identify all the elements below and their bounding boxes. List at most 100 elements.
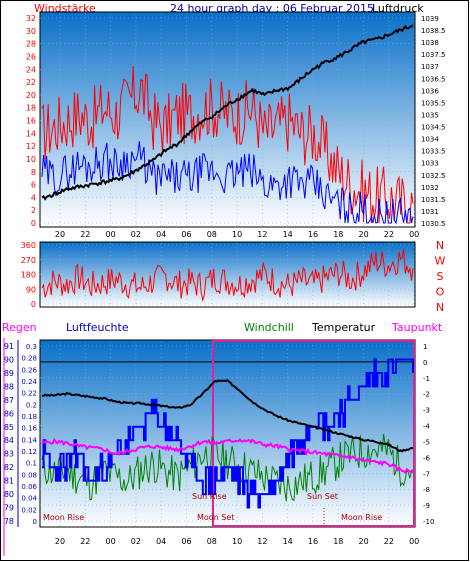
wind-avg-line — [41, 141, 414, 225]
rain-tick-label: 0.24 — [21, 378, 37, 386]
humidity-tick-label: 87 — [4, 396, 14, 405]
time-tick-label: 10 — [232, 230, 242, 239]
rain-tick-label: 0.26 — [21, 366, 37, 374]
humidity-tick-label: 79 — [4, 504, 14, 513]
temperature-tick-label: -5 — [423, 438, 430, 446]
pressure-tick-label: 1038.5 — [421, 27, 446, 35]
wind-tick-label: 28 — [26, 40, 36, 49]
pressure-tick-label: 1036.5 — [421, 75, 446, 83]
pressure-tick-label: 1031.5 — [421, 196, 446, 204]
time-tick-label: 04 — [156, 537, 166, 546]
humidity-tick-label: 82 — [4, 463, 14, 472]
time-tick-label: 02 — [131, 537, 141, 546]
pressure-tick-label: 1038 — [421, 39, 439, 47]
direction-tick-label: 180 — [21, 271, 36, 280]
pressure-tick-label: 1034 — [421, 136, 439, 144]
time-tick-label: 14 — [283, 537, 293, 546]
temperature-tick-label: 0 — [423, 359, 427, 367]
rain-tick-label: 0.16 — [21, 425, 37, 433]
rain-tick-label: 0.22 — [21, 390, 37, 398]
humidity-tick-label: 80 — [4, 490, 14, 499]
pressure-tick-label: 1037.5 — [421, 51, 446, 59]
direction-tick-label: 0 — [31, 300, 36, 309]
wind-tick-label: 18 — [26, 104, 36, 113]
humidity-tick-label: 88 — [4, 382, 14, 391]
temperature-tick-label: -8 — [423, 486, 430, 494]
time-tick-label: 16 — [308, 230, 318, 239]
daylight-box — [212, 340, 415, 527]
wind-tick-label: 26 — [26, 52, 36, 61]
annotation-moon-rise-2: Moon Rise — [341, 513, 382, 522]
windchill-line — [41, 433, 413, 502]
temperature-tick-label: -1 — [423, 375, 430, 383]
humidity-tick-label: 89 — [4, 369, 14, 378]
time-tick-label: 18 — [333, 230, 343, 239]
pressure-tick-label: 1034.5 — [421, 124, 446, 132]
rain-tick-label: 0.06 — [21, 483, 37, 491]
pressure-tick-label: 1031 — [421, 208, 439, 216]
time-tick-label: 16 — [308, 537, 318, 546]
annotation-sun-set: Sun Set — [307, 492, 338, 501]
time-tick-label: 22 — [80, 230, 90, 239]
dewpoint-line — [41, 437, 414, 474]
rain-tick-label: 0.18 — [21, 413, 37, 421]
wind-tick-label: 30 — [26, 27, 36, 36]
wind-tick-label: 6 — [31, 181, 36, 190]
annotation-moon-rise-1: Moon Rise — [43, 513, 84, 522]
time-tick-label: 20 — [359, 230, 369, 239]
time-tick-label: 00 — [409, 537, 419, 546]
wind-tick-label: 10 — [26, 155, 36, 164]
time-tick-label: 22 — [384, 230, 394, 239]
temperature-tick-label: -9 — [423, 502, 430, 510]
wind-tick-label: 22 — [26, 78, 36, 87]
temperature-tick-label: -10 — [423, 518, 434, 526]
compass-label: N — [436, 301, 444, 314]
time-tick-label: 20 — [55, 230, 65, 239]
pressure-tick-label: 1033 — [421, 160, 439, 168]
rain-tick-label: 0.1 — [26, 460, 37, 468]
humidity-tick-label: 84 — [4, 436, 14, 445]
rain-tick-label: 0 — [33, 518, 37, 526]
humidity-tick-label: 90 — [4, 355, 14, 364]
direction-tick-label: 360 — [21, 241, 36, 250]
time-tick-label: 00 — [106, 230, 116, 239]
time-tick-label: 08 — [207, 230, 217, 239]
wind-tick-label: 8 — [31, 168, 36, 177]
rain-tick-label: 0.08 — [21, 471, 37, 479]
wind-tick-label: 14 — [26, 129, 36, 138]
time-tick-label: 02 — [131, 230, 141, 239]
rain-tick-label: 0.2 — [26, 401, 37, 409]
label-regen: Regen — [2, 321, 37, 334]
rain-tick-label: 0.28 — [21, 355, 37, 363]
time-tick-label: 20 — [55, 537, 65, 546]
rain-tick-label: 0.3 — [26, 343, 37, 351]
temperature-tick-label: 1 — [423, 343, 427, 351]
humidity-tick-label: 85 — [4, 423, 14, 432]
wind-gust-line — [41, 66, 414, 224]
wind-tick-label: 16 — [26, 117, 36, 126]
time-tick-label: 12 — [257, 537, 267, 546]
panel-temperature: 78 79 80 81 82 83 84 85 86 87 88 89 90 91 0 0.02 0.04 0.… — [4, 339, 434, 546]
humidity-tick-label: 78 — [4, 517, 14, 526]
time-tick-label: 00 — [106, 537, 116, 546]
compass-label: S — [437, 270, 444, 283]
direction-tick-label: 270 — [21, 256, 36, 265]
wind-tick-label: 12 — [26, 142, 36, 151]
humidity-line — [42, 358, 414, 509]
time-tick-label: 08 — [207, 537, 217, 546]
label-taupunkt: Taupunkt — [391, 321, 443, 334]
time-tick-label: 06 — [181, 230, 191, 239]
time-tick-label: 18 — [333, 537, 343, 546]
wind-tick-label: 32 — [26, 14, 36, 23]
direction-tick-label: 90 — [26, 285, 36, 294]
rain-tick-label: 0.12 — [21, 448, 37, 456]
time-tick-label: 12 — [257, 230, 267, 239]
wind-tick-label: 2 — [31, 206, 36, 215]
label-temperatur: Temperatur — [311, 321, 376, 334]
temperature-line — [41, 378, 414, 453]
time-tick-label: 22 — [80, 537, 90, 546]
wind-tick-label: 0 — [31, 219, 36, 228]
wind-direction-line — [41, 248, 414, 302]
